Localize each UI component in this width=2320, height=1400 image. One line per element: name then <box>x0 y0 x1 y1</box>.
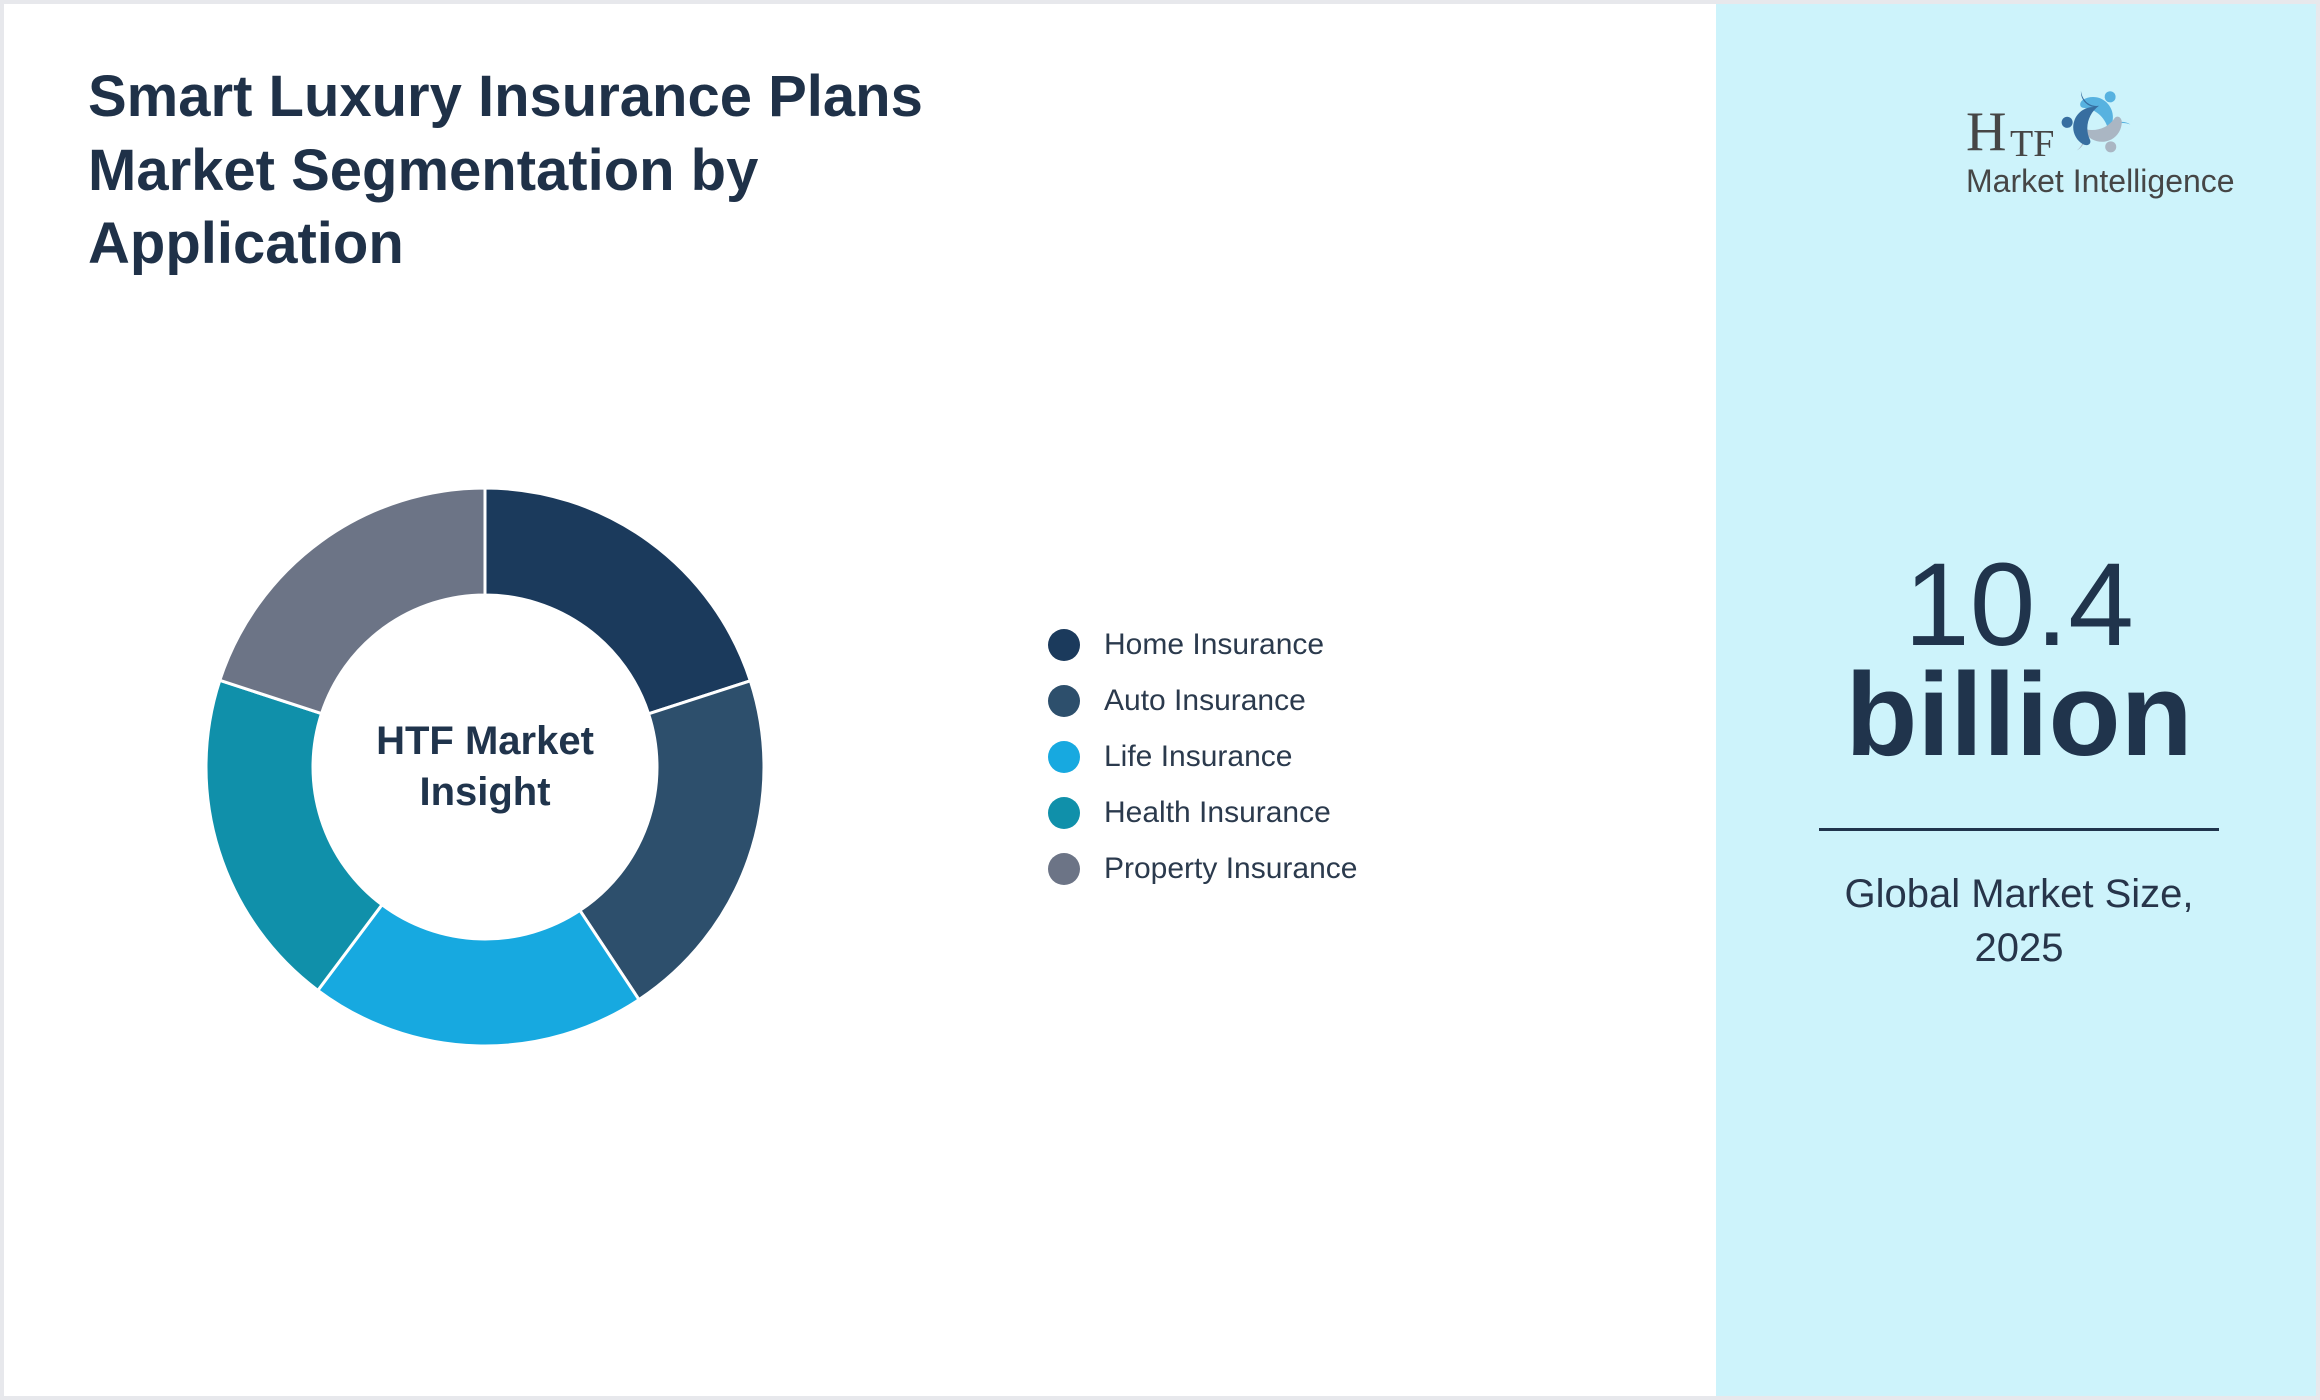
svg-text:Market Intelligence: Market Intelligence <box>1966 163 2235 199</box>
svg-text:H: H <box>1966 101 2006 163</box>
svg-text:TF: TF <box>2010 123 2054 165</box>
